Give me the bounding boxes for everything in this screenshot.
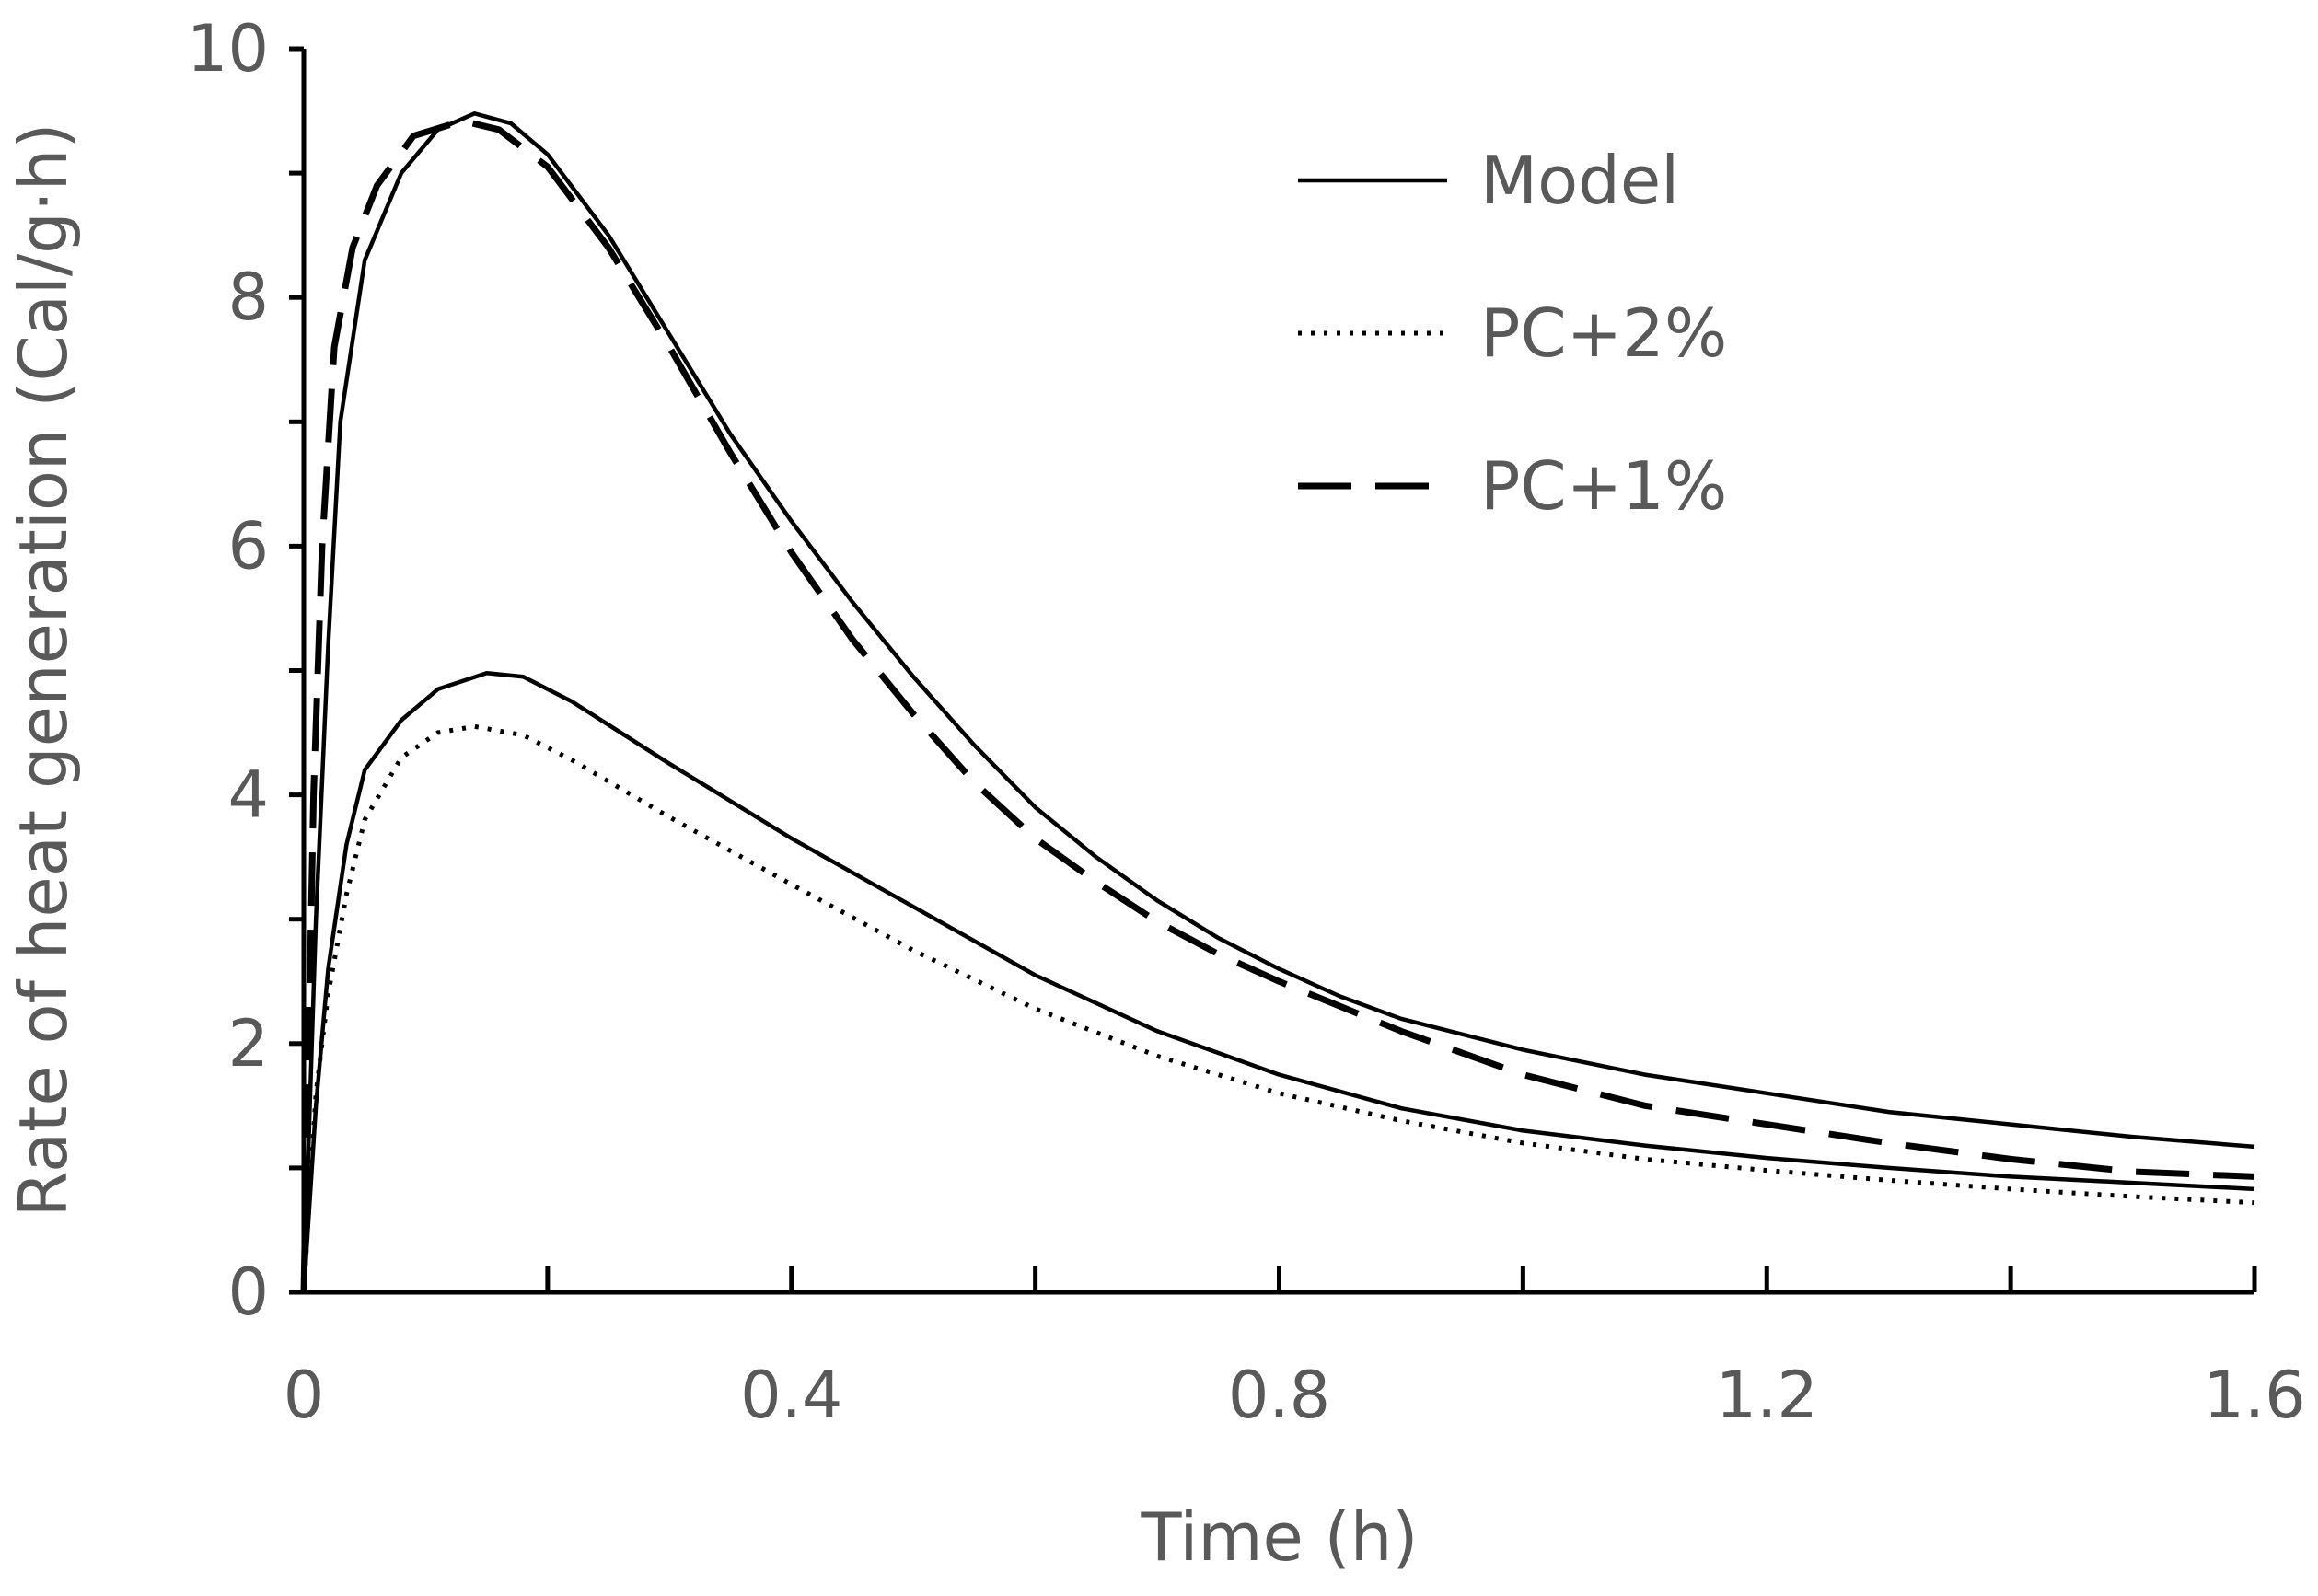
legend-label: PC+2% [1480, 295, 1727, 372]
series-lines [300, 111, 2255, 1293]
y-tick-label: 8 [227, 260, 269, 335]
plot-area: 0 2 4 6 8 10 0 0.4 0.8 1.2 1.6 [187, 11, 2306, 1433]
series-line-pc-1 [300, 117, 2255, 1293]
y-axis-title: Rate of heat generation (Cal/g·h) [5, 123, 82, 1218]
y-tick-label: 4 [227, 758, 269, 833]
x-tick-label: 0.8 [1228, 1358, 1330, 1433]
x-tick-label: 0.4 [740, 1358, 842, 1433]
series-line-pc-2 [301, 723, 2255, 1293]
y-tick-label: 10 [187, 11, 269, 87]
x-axis-title: Time (h) [1141, 1498, 1419, 1576]
legend: Model PC+2% PC+1% [1298, 142, 1727, 525]
x-tick-label: 1.6 [2203, 1358, 2305, 1433]
axis-tick-labels: 0 2 4 6 8 10 0 0.4 0.8 1.2 1.6 [187, 11, 2306, 1433]
y-tick-label: 6 [227, 508, 269, 584]
series-line-model-pc-2 [301, 670, 2255, 1293]
legend-label: PC+1% [1480, 447, 1727, 525]
x-tick-label: 1.2 [1716, 1358, 1818, 1433]
series-line-model-pc-1 [301, 111, 2255, 1293]
x-tick-label: 0 [284, 1358, 325, 1433]
legend-label: Model [1480, 142, 1679, 219]
y-tick-label: 0 [227, 1255, 269, 1330]
y-tick-label: 2 [227, 1006, 269, 1081]
axis-ticks [289, 46, 2257, 1295]
